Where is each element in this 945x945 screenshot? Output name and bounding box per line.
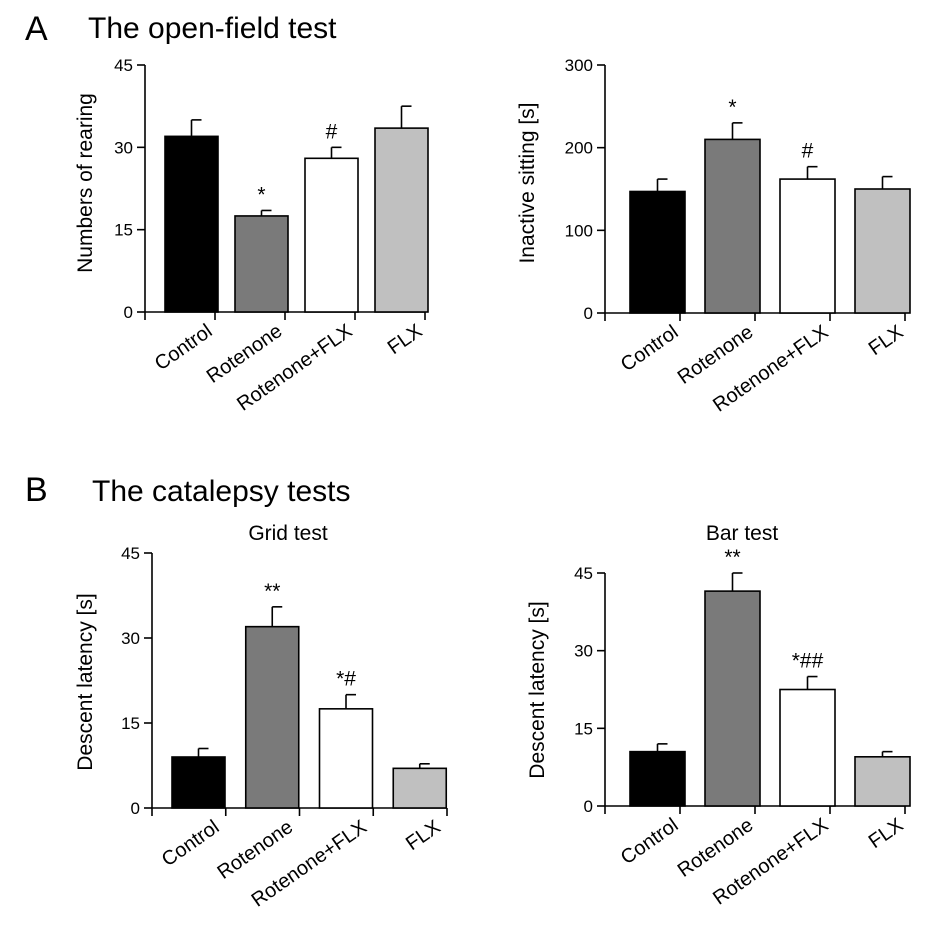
chart4-y-tick-label: 0 — [584, 797, 593, 816]
section-title-open-field: The open-field test — [88, 12, 337, 45]
chart1-significance-rotenone: * — [257, 183, 265, 206]
chart1-bar-rotenone-flx — [304, 157, 359, 313]
chart3-bar-rotenone — [244, 625, 300, 809]
chart1-y-tick-label: 30 — [114, 138, 133, 157]
chart4-y-tick-label: 15 — [574, 719, 593, 738]
chart4-x-tick-label-control: Control — [617, 814, 682, 869]
chart4-significance-rotenone-flx: *## — [792, 650, 824, 673]
chart1-x-tick-label-flx: FLX — [384, 320, 427, 359]
chart1-bar-control — [164, 135, 219, 313]
chart4-bar-rotenone-flx — [779, 688, 836, 807]
chart2-significance-rotenone: * — [728, 96, 736, 119]
chart1-significance-rotenone-flx: # — [326, 120, 338, 143]
chart1-bar-rotenone — [234, 215, 289, 313]
chart1-y-tick-label: 15 — [114, 221, 133, 240]
chart3-y-tick-label: 30 — [121, 629, 140, 648]
chart3-x-tick-label-flx: FLX — [402, 816, 445, 855]
chart3-bar-control — [171, 756, 226, 809]
chart3-y-axis-label: Descent latency [s] — [74, 593, 97, 770]
chart1-y-tick-label: 45 — [114, 56, 133, 75]
chart4-y-tick-label: 30 — [574, 642, 593, 661]
panel-letter-a: A — [25, 10, 48, 48]
chart2-bar-rotenone — [704, 138, 761, 314]
chart1-y-tick-label: 0 — [124, 303, 133, 322]
chart1-x-tick-label-rotenone-flx: Rotenone+FLX — [233, 320, 356, 416]
chart4-significance-rotenone: ** — [724, 546, 740, 569]
chart2-y-tick-label: 0 — [584, 304, 593, 323]
chart3-bar-rotenone-flx — [318, 708, 374, 809]
chart3-bar-flx — [392, 767, 448, 809]
chart3-title: Grid test — [248, 522, 328, 545]
chart2-bar-flx — [854, 188, 911, 314]
chart1-y-axis-label: Numbers of rearing — [74, 93, 97, 273]
chart4-bar-flx — [854, 756, 911, 807]
chart3-x-tick-label-control: Control — [158, 816, 223, 871]
panel-letter-b: B — [25, 471, 48, 509]
chart2-y-tick-label: 300 — [565, 56, 593, 75]
chart1-bar-flx — [374, 127, 429, 313]
chart2-y-tick-label: 100 — [565, 221, 593, 240]
chart4-y-tick-label: 45 — [574, 564, 593, 583]
chart2-bar-control — [629, 190, 686, 314]
chart2-x-tick-label-flx: FLX — [865, 321, 908, 360]
chart3-significance-rotenone: ** — [264, 580, 280, 603]
chart4-x-tick-label-flx: FLX — [865, 814, 908, 853]
chart4-y-axis-label: Descent latency [s] — [526, 601, 549, 778]
chart2-bar-rotenone-flx — [779, 178, 836, 314]
chart3-y-tick-label: 0 — [131, 799, 140, 818]
chart3-y-tick-label: 45 — [121, 544, 140, 563]
section-title-catalepsy: The catalepsy tests — [92, 475, 351, 508]
chart4-title: Bar test — [706, 522, 779, 545]
chart3-y-tick-label: 15 — [121, 714, 140, 733]
chart3-significance-rotenone-flx: *# — [336, 668, 356, 691]
chart2-significance-rotenone-flx: # — [802, 140, 814, 163]
chart2-y-tick-label: 200 — [565, 139, 593, 158]
chart2-x-tick-label-control: Control — [617, 321, 682, 376]
chart4-bar-rotenone — [704, 590, 761, 807]
chart4-bar-control — [629, 750, 686, 807]
chart2-y-axis-label: Inactive sitting [s] — [516, 102, 539, 263]
